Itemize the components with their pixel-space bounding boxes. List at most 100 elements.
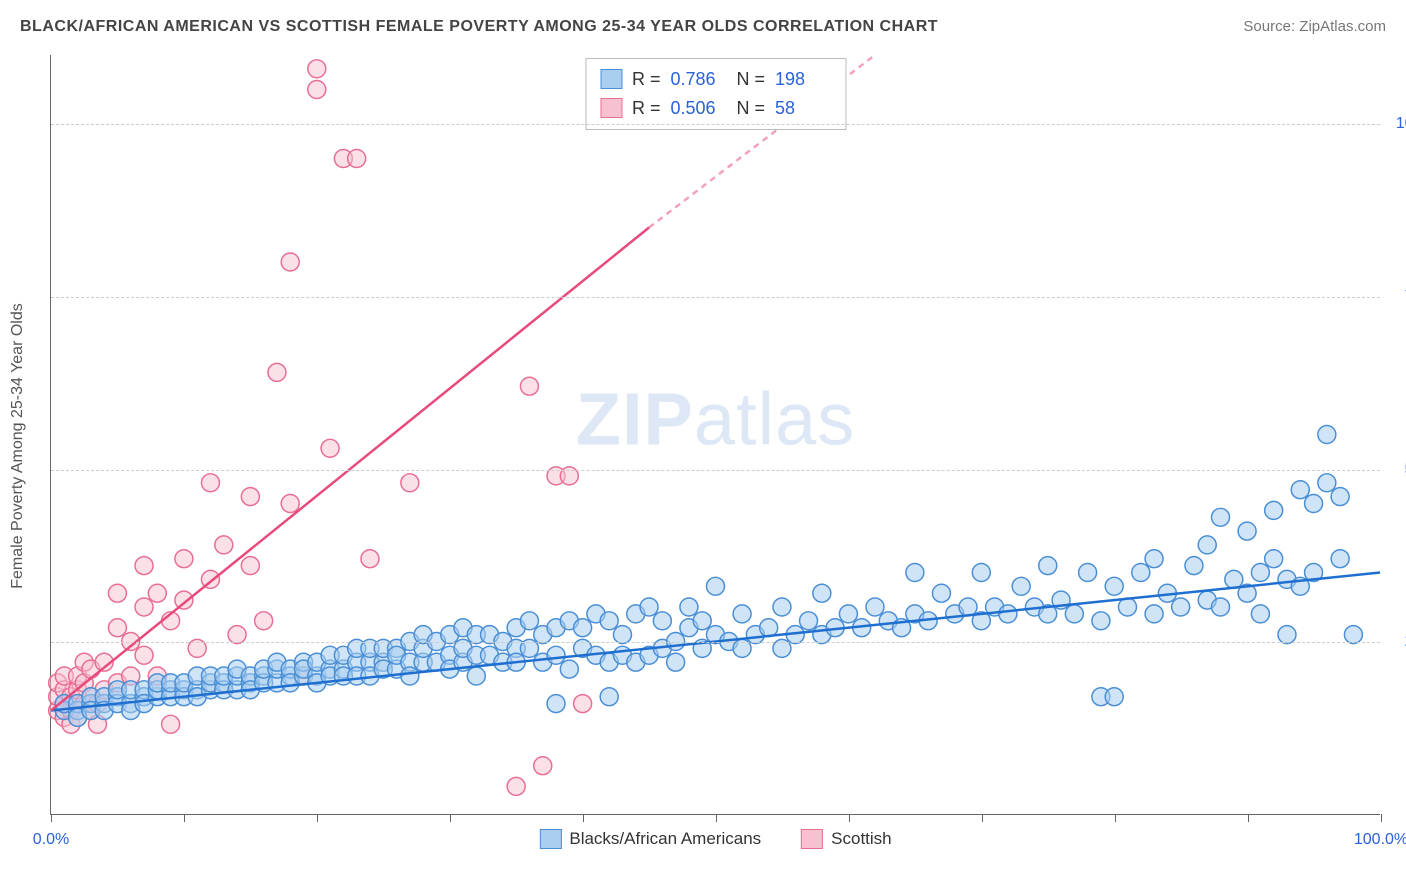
data-point bbox=[773, 598, 791, 616]
data-point bbox=[600, 612, 618, 630]
data-point bbox=[520, 612, 538, 630]
data-point bbox=[1291, 481, 1309, 499]
data-point bbox=[574, 619, 592, 637]
data-point bbox=[108, 584, 126, 602]
data-point bbox=[1318, 426, 1336, 444]
n-value-blue: 198 bbox=[775, 65, 831, 94]
data-point bbox=[175, 550, 193, 568]
data-point bbox=[255, 612, 273, 630]
grid-line bbox=[51, 470, 1380, 471]
data-point bbox=[1265, 501, 1283, 519]
data-point bbox=[135, 598, 153, 616]
data-point bbox=[1225, 570, 1243, 588]
data-point bbox=[175, 591, 193, 609]
n-label: N = bbox=[737, 94, 766, 123]
data-point bbox=[693, 612, 711, 630]
data-point bbox=[1132, 564, 1150, 582]
data-point bbox=[507, 777, 525, 795]
data-point bbox=[839, 605, 857, 623]
data-point bbox=[972, 564, 990, 582]
data-point bbox=[228, 626, 246, 644]
data-point bbox=[1092, 612, 1110, 630]
legend-item-pink: Scottish bbox=[801, 829, 891, 849]
source-name: ZipAtlas.com bbox=[1299, 18, 1386, 35]
x-tick bbox=[1248, 814, 1249, 822]
y-axis-label: Female Poverty Among 25-34 Year Olds bbox=[9, 303, 27, 589]
data-point bbox=[1305, 495, 1323, 513]
source-attribution: Source: ZipAtlas.com bbox=[1243, 18, 1386, 35]
data-point bbox=[321, 439, 339, 457]
data-point bbox=[135, 646, 153, 664]
data-point bbox=[268, 363, 286, 381]
data-point bbox=[906, 564, 924, 582]
data-point bbox=[135, 557, 153, 575]
grid-line bbox=[51, 297, 1380, 298]
data-point bbox=[1278, 626, 1296, 644]
r-label: R = bbox=[632, 94, 661, 123]
chart-title: BLACK/AFRICAN AMERICAN VS SCOTTISH FEMAL… bbox=[20, 18, 938, 36]
data-point bbox=[148, 584, 166, 602]
data-point bbox=[361, 550, 379, 568]
data-point bbox=[707, 577, 725, 595]
data-point bbox=[932, 584, 950, 602]
data-point bbox=[600, 688, 618, 706]
x-tick bbox=[716, 814, 717, 822]
grid-line bbox=[51, 124, 1380, 125]
data-point bbox=[1318, 474, 1336, 492]
data-point bbox=[1198, 536, 1216, 554]
data-point bbox=[866, 598, 884, 616]
data-point bbox=[547, 695, 565, 713]
x-tick bbox=[1381, 814, 1382, 822]
data-point bbox=[653, 612, 671, 630]
data-point bbox=[813, 584, 831, 602]
data-point bbox=[401, 474, 419, 492]
data-point bbox=[1344, 626, 1362, 644]
data-point bbox=[547, 646, 565, 664]
data-point bbox=[201, 474, 219, 492]
data-point bbox=[241, 488, 259, 506]
data-point bbox=[760, 619, 778, 637]
data-point bbox=[520, 377, 538, 395]
legend-swatch-blue bbox=[539, 829, 561, 849]
data-point bbox=[959, 598, 977, 616]
data-point bbox=[999, 605, 1017, 623]
grid-line bbox=[51, 642, 1380, 643]
chart-svg bbox=[51, 55, 1380, 814]
data-point bbox=[1079, 564, 1097, 582]
x-tick bbox=[982, 814, 983, 822]
data-point bbox=[401, 667, 419, 685]
data-point bbox=[348, 150, 366, 168]
data-point bbox=[733, 605, 751, 623]
r-label: R = bbox=[632, 65, 661, 94]
data-point bbox=[108, 619, 126, 637]
x-tick bbox=[51, 814, 52, 822]
data-point bbox=[1238, 522, 1256, 540]
x-tick bbox=[184, 814, 185, 822]
x-tick bbox=[849, 814, 850, 822]
data-point bbox=[1039, 557, 1057, 575]
stats-row-blue: R = 0.786 N = 198 bbox=[600, 65, 831, 94]
data-point bbox=[800, 612, 818, 630]
r-value-blue: 0.786 bbox=[671, 65, 727, 94]
data-point bbox=[1212, 598, 1230, 616]
data-point bbox=[281, 253, 299, 271]
data-point bbox=[1118, 598, 1136, 616]
legend-label-pink: Scottish bbox=[831, 829, 891, 849]
data-point bbox=[1145, 605, 1163, 623]
r-value-pink: 0.506 bbox=[671, 94, 727, 123]
data-point bbox=[613, 626, 631, 644]
x-tick bbox=[583, 814, 584, 822]
y-tick-label: 100.0% bbox=[1396, 115, 1406, 133]
data-point bbox=[1065, 605, 1083, 623]
bottom-legend: Blacks/African Americans Scottish bbox=[539, 829, 891, 849]
data-point bbox=[667, 653, 685, 671]
data-point bbox=[640, 598, 658, 616]
data-point bbox=[1105, 688, 1123, 706]
x-tick-label: 100.0% bbox=[1354, 831, 1406, 849]
data-point bbox=[1105, 577, 1123, 595]
swatch-blue bbox=[600, 69, 622, 89]
data-point bbox=[1145, 550, 1163, 568]
data-point bbox=[308, 81, 326, 99]
x-tick-label: 0.0% bbox=[33, 831, 69, 849]
data-point bbox=[1212, 508, 1230, 526]
